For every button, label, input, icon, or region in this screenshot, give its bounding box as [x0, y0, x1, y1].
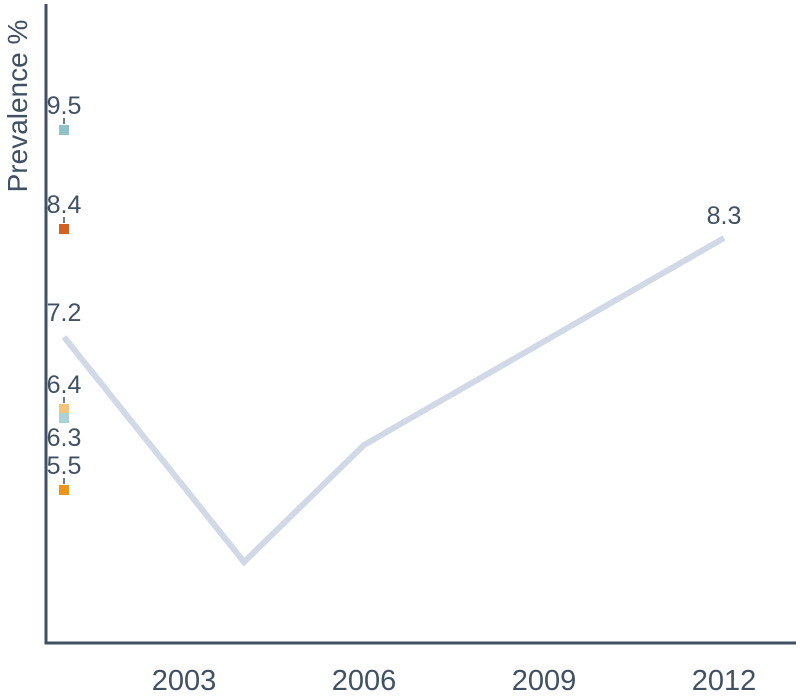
data-point-marker [59, 485, 69, 495]
data-label: 6.3 [47, 424, 82, 452]
data-label: 8.3 [707, 202, 742, 230]
data-label: 5.5 [47, 452, 82, 480]
data-point-marker [59, 404, 69, 414]
series-layer [61, 235, 726, 567]
data-label: 8.4 [47, 191, 82, 219]
data-point-marker [59, 413, 69, 423]
x-tick-label: 2009 [512, 665, 577, 697]
data-point-marker [59, 125, 69, 135]
data-label: 9.5 [47, 92, 82, 120]
x-tick-label: 2012 [692, 665, 757, 697]
data-point-marker [59, 224, 69, 234]
series-line [61, 235, 726, 567]
label-layer: 7.2 8.3 9.5 8.4 6.4 6.35.5 [47, 92, 742, 484]
x-tick-label: 2003 [152, 665, 217, 697]
x-tick-labels: 2003 2006 2009 2012 [152, 665, 757, 697]
x-tick-label: 2006 [332, 665, 397, 697]
data-label: 6.4 [47, 371, 82, 399]
data-label: 7.2 [47, 299, 82, 327]
axes [44, 4, 796, 645]
marker-layer [59, 125, 69, 495]
y-axis-label: Prevalence % [2, 20, 33, 193]
